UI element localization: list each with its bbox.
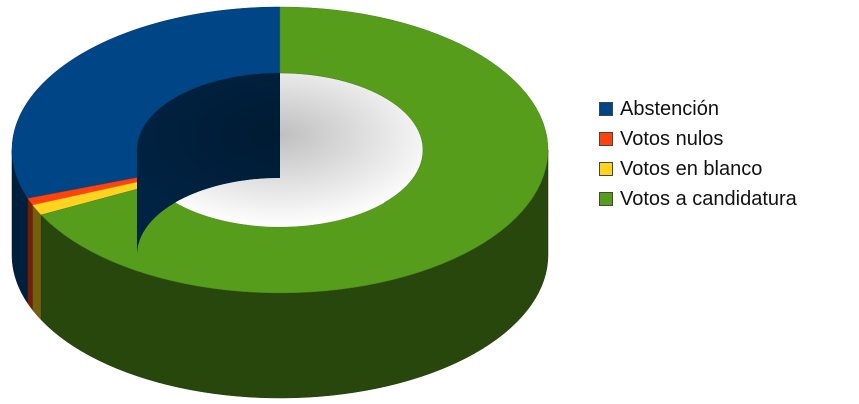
legend-swatch-votos-en-blanco	[599, 162, 613, 176]
legend: Abstención Votos nulos Votos en blanco V…	[599, 94, 797, 214]
legend-item-abstencion: Abstención	[599, 94, 797, 124]
legend-item-votos-nulos: Votos nulos	[599, 124, 797, 154]
legend-item-votos-en-blanco: Votos en blanco	[599, 154, 797, 184]
outer-wall-votos-nulos	[27, 197, 33, 311]
inner-shading	[137, 73, 423, 227]
legend-item-votos-a-candidatura: Votos a candidatura	[599, 184, 797, 214]
legend-label-votos-nulos: Votos nulos	[620, 127, 724, 150]
legend-swatch-votos-a-candidatura	[599, 192, 613, 206]
legend-swatch-abstencion	[599, 102, 613, 116]
outer-wall-votos-en-blanco	[32, 204, 42, 321]
legend-label-votos-en-blanco: Votos en blanco	[620, 157, 763, 180]
legend-swatch-votos-nulos	[599, 132, 613, 146]
legend-label-votos-a-candidatura: Votos a candidatura	[620, 187, 797, 210]
legend-label-abstencion: Abstención	[620, 97, 719, 120]
donut-chart	[11, 6, 549, 399]
